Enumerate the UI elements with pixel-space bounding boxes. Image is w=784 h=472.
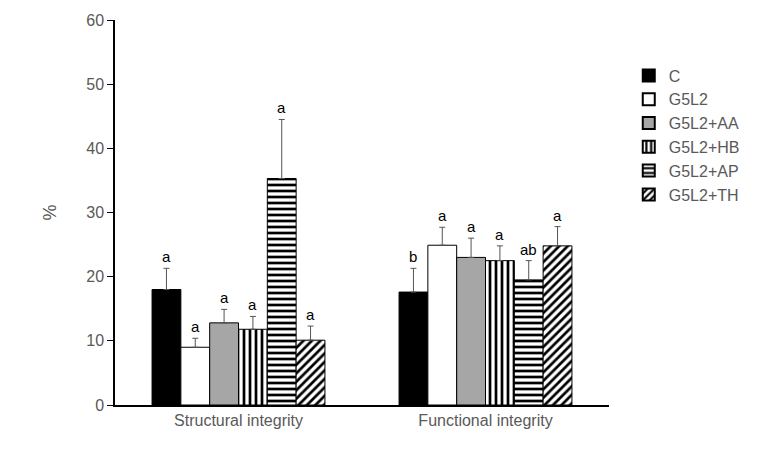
svg-text:Functional integrity: Functional integrity (418, 412, 552, 429)
svg-text:0: 0 (95, 397, 104, 414)
svg-text:%: % (40, 204, 60, 220)
svg-text:a: a (467, 218, 476, 235)
svg-text:G5L2+TH: G5L2+TH (669, 187, 739, 204)
svg-text:G5L2+AA: G5L2+AA (669, 115, 739, 132)
svg-text:a: a (553, 207, 562, 224)
svg-text:Structural integrity: Structural integrity (174, 412, 303, 429)
svg-text:a: a (162, 248, 171, 265)
svg-text:G5L2+HB: G5L2+HB (669, 139, 740, 156)
svg-text:60: 60 (86, 12, 104, 29)
svg-text:G5L2+AP: G5L2+AP (669, 163, 739, 180)
svg-text:a: a (248, 296, 257, 313)
svg-text:b: b (409, 248, 417, 265)
svg-text:50: 50 (86, 76, 104, 93)
svg-text:a: a (191, 318, 200, 335)
svg-text:ab: ab (520, 241, 537, 258)
svg-text:a: a (220, 289, 229, 306)
svg-text:30: 30 (86, 204, 104, 221)
svg-text:40: 40 (86, 140, 104, 157)
svg-text:10: 10 (86, 332, 104, 349)
svg-text:a: a (306, 306, 315, 323)
svg-text:G5L2: G5L2 (669, 91, 708, 108)
svg-text:a: a (277, 99, 286, 116)
svg-text:C: C (669, 68, 681, 85)
svg-text:a: a (438, 207, 447, 224)
svg-text:a: a (495, 226, 504, 243)
svg-text:20: 20 (86, 268, 104, 285)
